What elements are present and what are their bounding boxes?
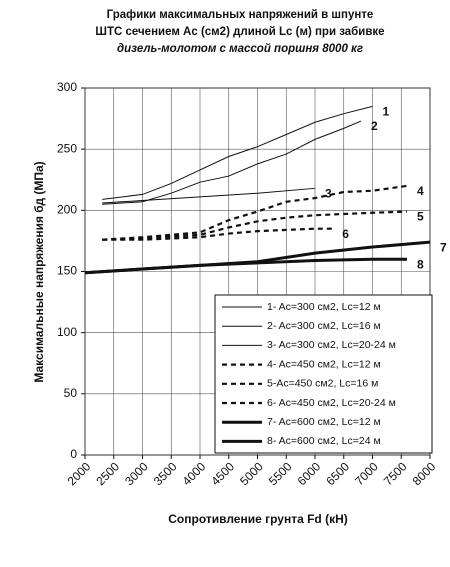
y-tick-label: 0 [70,447,77,461]
series-line [102,184,408,241]
x-tick-label: 7000 [352,459,381,488]
end-label: 2 [371,119,378,133]
x-tick-label: 6500 [323,459,352,488]
legend-label: 3- Ac=300 см2, Lc=20-24 м [267,339,396,351]
y-tick-label: 150 [57,264,77,278]
chart-title: дизель-молотом с массой поршня 8000 кг [117,43,363,55]
end-label: 5 [417,210,424,224]
legend-label: 7- Ac=600 см2, Lc=12 м [267,416,381,428]
x-tick-label: 2500 [93,459,122,488]
x-tick-label: 4500 [208,459,237,488]
legend-label: 1- Ac=300 см2, Lc=12 м [267,301,381,313]
x-axis-title: Сопротивление грунта Fd (кН) [168,512,347,526]
y-tick-label: 300 [57,80,77,94]
series-line [102,210,408,241]
end-label: 4 [417,184,424,198]
legend-label: 4- Ac=450 см2, Lc=12 м [267,358,381,370]
x-tick-label: 8000 [410,459,439,488]
x-tick-label: 2000 [65,459,94,488]
legend-label: 2- Ac=300 см2, Lc=16 м [267,320,381,332]
chart-title: Графики максимальных напряжений в шпунте [107,9,374,21]
legend-label: 8- Ac=600 см2, Lc=24 м [267,435,381,447]
series-line [102,105,373,200]
y-tick-label: 200 [57,203,77,217]
y-axis-title: Максимальные напряжения бд (МПа) [32,161,46,382]
y-tick-label: 100 [57,325,77,339]
end-label: 8 [417,257,424,271]
end-label: 1 [383,105,390,119]
x-tick-label: 7500 [381,459,410,488]
end-label: 3 [325,186,332,200]
x-tick-label: 4000 [180,459,209,488]
series-line [84,257,407,275]
x-tick-label: 3500 [151,459,180,488]
legend-label: 5-Ac=450 см2, Lc=16 м [267,378,378,390]
series-line [102,187,316,204]
x-tick-label: 6000 [295,459,324,488]
x-tick-label: 3000 [122,459,151,488]
x-tick-label: 5500 [266,459,295,488]
y-tick-label: 50 [64,386,78,400]
y-tick-label: 250 [57,141,77,155]
end-label: 6 [342,227,349,241]
x-tick-label: 5000 [237,459,266,488]
series-line [102,120,362,205]
end-label: 7 [440,240,447,254]
chart-title: ШТС сечением Ac (см2) длиной Lc (м) при … [95,26,384,38]
legend-label: 6- Ac=450 см2, Lc=20-24 м [267,397,396,409]
series-line [102,227,333,241]
legend-box [214,294,433,454]
